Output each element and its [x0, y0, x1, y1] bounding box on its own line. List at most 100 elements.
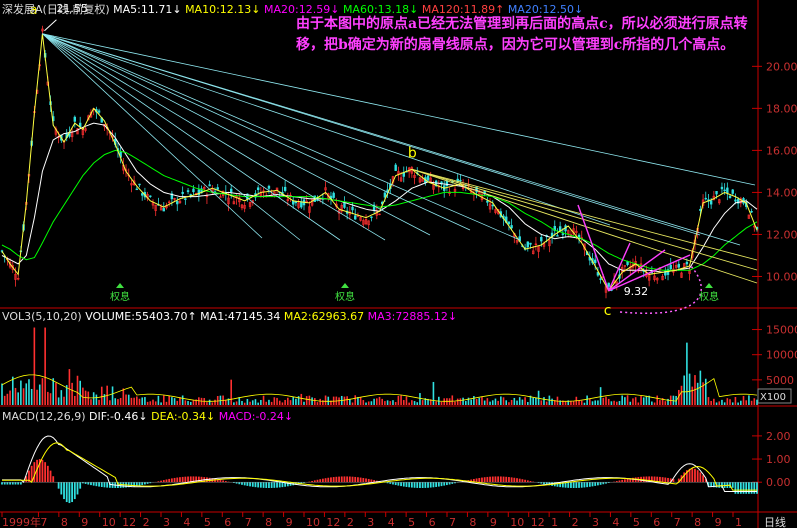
- volume-bar: [613, 400, 615, 405]
- candle-body: [14, 273, 17, 280]
- volume-bar: [125, 394, 127, 405]
- volume-bar: [195, 399, 197, 405]
- macd-bar: [197, 476, 200, 483]
- x-tick-label: 7: [245, 516, 252, 528]
- volume-bar: [389, 401, 392, 405]
- volume-bar: [351, 402, 354, 405]
- macd-bar: [435, 482, 438, 487]
- marker-c: c: [604, 303, 612, 319]
- macd-bar: [599, 482, 602, 485]
- volume-bar: [11, 376, 14, 405]
- volume-header: VOL3(5,10,20) VOLUME:55403.70↑ MA1:47145…: [2, 310, 457, 323]
- macd-bar: [408, 482, 411, 488]
- volume-bar: [740, 400, 742, 405]
- volume-bar: [52, 378, 55, 405]
- candle-body: [728, 195, 732, 199]
- macd-bar: [472, 478, 475, 483]
- macd-bar: [448, 482, 451, 485]
- candle-body: [669, 264, 672, 270]
- macd-bar: [669, 478, 672, 483]
- volume-bar: [284, 399, 286, 405]
- dividend-marker: 权息: [699, 290, 719, 303]
- c-link-line: [608, 254, 691, 292]
- volume-bar: [543, 397, 545, 405]
- volume-bar: [427, 398, 429, 405]
- volume-bar: [497, 400, 499, 405]
- candle-body: [553, 225, 556, 232]
- candle-body: [149, 195, 152, 197]
- macd-bar: [319, 479, 322, 483]
- arrow-down-icon: ↓: [409, 3, 419, 16]
- macd-bar: [241, 482, 243, 485]
- macd-bar: [133, 482, 136, 487]
- macd-bar: [149, 482, 152, 484]
- candle-body: [561, 233, 565, 235]
- volume-bar: [127, 394, 130, 405]
- scale-box: [757, 388, 792, 404]
- macd-bar: [416, 482, 419, 488]
- volume-bar: [136, 396, 138, 405]
- volume-bar: [28, 379, 30, 405]
- volume-bar: [626, 395, 629, 405]
- macd-bar: [227, 481, 230, 483]
- macd-bar: [710, 482, 713, 487]
- candle-body: [176, 201, 179, 205]
- volume-value: VOLUME:55403.70: [85, 310, 188, 323]
- volume-bar: [63, 396, 65, 405]
- candle-body: [594, 259, 597, 264]
- macd-bar: [739, 482, 742, 494]
- macd-bar: [11, 482, 14, 485]
- dotted-arc: [619, 264, 702, 314]
- x-tick-label: 1999年: [2, 515, 41, 528]
- macd-bar: [432, 482, 435, 488]
- macd-bar: [57, 482, 60, 489]
- volume-bar: [524, 397, 526, 405]
- macd-bar: [594, 482, 597, 486]
- volume-bar: [562, 400, 564, 405]
- macd-bar: [95, 482, 98, 487]
- macd-bar: [570, 482, 572, 488]
- candle-body: [351, 206, 354, 211]
- macd-bar: [618, 480, 621, 483]
- candle-body: [685, 261, 689, 265]
- x-tick-label: 6: [224, 516, 231, 528]
- candle-body: [256, 187, 260, 191]
- y-tick-label: 5000: [766, 374, 794, 387]
- volume-bar: [629, 401, 632, 405]
- volume-bar: [419, 393, 421, 405]
- candle-body: [677, 263, 681, 268]
- macd-bar: [737, 482, 740, 494]
- candle-body: [529, 242, 532, 245]
- candle-body: [426, 175, 430, 181]
- macd-bar: [87, 482, 90, 485]
- candle-body: [243, 205, 246, 209]
- macd-bar: [419, 482, 421, 488]
- macd-bar: [626, 478, 629, 483]
- macd-bar: [28, 470, 30, 483]
- dif-label: DIF:-0.46: [89, 410, 139, 423]
- volume-bar: [211, 402, 214, 405]
- volume-bar: [691, 386, 694, 405]
- volume-bar: [750, 400, 753, 405]
- macd-bar: [494, 476, 497, 483]
- ma60-line: [1, 149, 758, 271]
- candle-body: [453, 188, 457, 192]
- macd-bar: [324, 478, 327, 483]
- volume-bar: [586, 395, 588, 405]
- candle-body: [130, 183, 133, 186]
- volume-bar: [432, 381, 435, 405]
- volume-bar: [607, 398, 610, 405]
- volume-bar: [208, 399, 211, 405]
- candle-body: [324, 187, 327, 191]
- macd-bar: [19, 482, 22, 485]
- macd-bar: [516, 478, 518, 483]
- candle-body: [238, 197, 241, 203]
- ma5-label: MA5:11.71: [113, 3, 173, 16]
- macd-bar: [100, 482, 103, 487]
- macd-bar: [451, 482, 454, 484]
- macd-bar: [502, 476, 505, 483]
- volume-bar: [9, 390, 11, 405]
- volume-bar: [141, 397, 144, 405]
- volume-bar: [624, 397, 626, 405]
- volume-bar: [467, 397, 470, 405]
